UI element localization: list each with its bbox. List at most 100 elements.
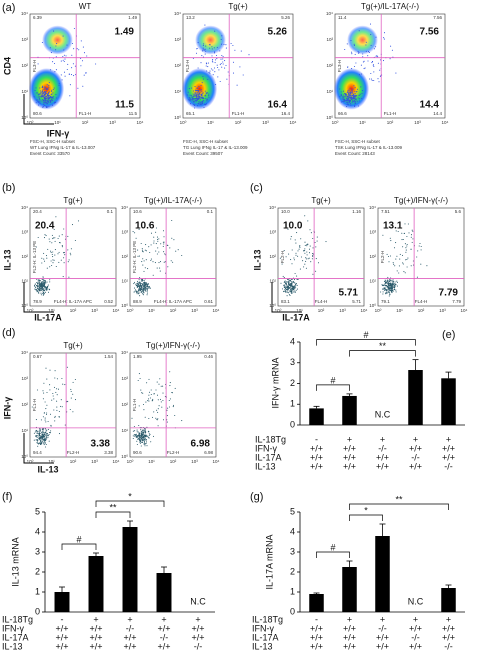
event-dot (72, 393, 74, 395)
event-dot (45, 93, 47, 95)
genotype: -/- (411, 632, 420, 642)
quadrant-percent: 10.0 (281, 209, 290, 214)
y-channel: FL3-H (185, 60, 190, 73)
event-dot (144, 282, 146, 284)
event-dot (213, 67, 216, 69)
event-dot (45, 282, 47, 284)
x-tick-label: 10⁰ (127, 459, 134, 464)
event-dot (46, 281, 48, 283)
bar (309, 408, 324, 425)
event-dot (358, 30, 360, 32)
event-dot (194, 89, 196, 91)
event-dot (36, 432, 38, 434)
event-dot (137, 284, 139, 286)
event-dot (138, 289, 140, 291)
y-tick-label: 10⁴ (21, 350, 28, 355)
event-dot (342, 101, 344, 103)
event-dot (166, 409, 168, 411)
y-tick-label: 10⁰ (121, 454, 128, 459)
x-tick-label: 10² (170, 308, 177, 313)
event-dot (142, 291, 144, 293)
event-dot (49, 241, 51, 243)
event-dot (207, 62, 209, 64)
event-dot (144, 267, 146, 269)
quadrant-percent: 0.46 (204, 354, 213, 359)
event-dot (38, 104, 40, 106)
event-dot (399, 253, 401, 255)
event-dot (54, 254, 56, 256)
event-dot (294, 283, 297, 285)
event-dot (292, 286, 294, 288)
event-dot (296, 232, 298, 234)
significance-bracket (349, 514, 383, 521)
event-dot (162, 392, 164, 394)
event-dot (136, 431, 138, 433)
event-dot (135, 436, 137, 438)
event-dot (221, 35, 223, 37)
event-dot (35, 429, 38, 432)
event-dot (195, 94, 197, 96)
event-dot (52, 262, 54, 264)
event-dot (133, 283, 135, 285)
event-dot (155, 417, 157, 419)
x-tick-label: 10⁰ (27, 308, 34, 313)
x-tick-label: 10¹ (359, 120, 366, 125)
event-dot (350, 104, 352, 106)
event-dot (147, 286, 149, 288)
event-dot (202, 78, 204, 80)
event-dot (200, 89, 202, 91)
genotype: +/+ (310, 443, 323, 453)
x-tick-label: 10³ (109, 120, 116, 125)
event-dot (159, 267, 161, 269)
bar (342, 395, 357, 425)
event-dot (354, 101, 356, 103)
y-tick-label: 10³ (269, 230, 276, 235)
y-tick-label: 10¹ (269, 279, 276, 284)
event-dot (45, 436, 48, 438)
event-dot (289, 286, 291, 288)
event-dot (158, 262, 160, 264)
quadrant-value: 20.4 (35, 221, 55, 232)
event-dot (70, 254, 72, 256)
event-dot (39, 99, 41, 101)
event-dot (369, 78, 371, 80)
event-dot (44, 291, 47, 293)
event-dot (45, 95, 47, 97)
event-dot (217, 66, 219, 69)
row-label: IFN-γ (2, 623, 24, 633)
event-dot (33, 439, 35, 441)
event-dot (138, 434, 140, 436)
event-dot (41, 41, 43, 44)
event-dot (392, 281, 394, 283)
event-dot (43, 237, 46, 239)
event-dot (382, 293, 384, 295)
event-dot (377, 62, 379, 64)
event-dot (355, 102, 357, 104)
event-dot (137, 291, 139, 293)
event-dot (384, 289, 386, 291)
genotype: +/+ (343, 443, 356, 453)
event-dot (44, 287, 46, 289)
y-channel: FL2-H (280, 251, 285, 264)
event-dot (290, 236, 292, 238)
event-dot (50, 96, 52, 98)
event-dot (355, 98, 357, 100)
event-dot (51, 89, 53, 91)
event-dot (150, 232, 153, 234)
y-tick-label: 10¹ (121, 279, 128, 284)
event-dot (39, 87, 41, 89)
event-dot (67, 235, 69, 237)
event-dot (355, 91, 358, 93)
event-dot (399, 258, 401, 260)
event-dot (42, 436, 44, 438)
event-dot (48, 84, 50, 86)
event-dot (133, 425, 135, 428)
event-dot (345, 94, 347, 96)
event-dot (287, 228, 289, 230)
event-dot (134, 290, 136, 292)
event-dot (142, 285, 144, 287)
event-dot (220, 38, 222, 40)
event-dot (46, 429, 48, 431)
event-dot (149, 251, 151, 254)
event-dot (205, 65, 207, 67)
